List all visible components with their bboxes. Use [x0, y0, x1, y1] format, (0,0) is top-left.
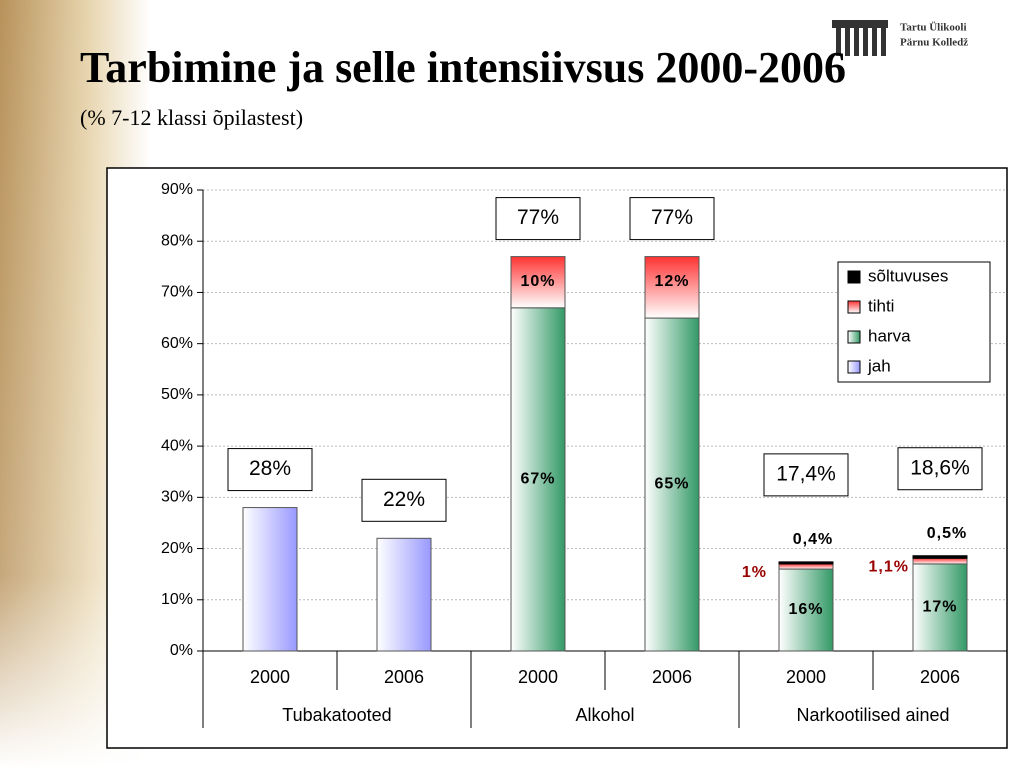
- logo-line1: Tartu Ülikooli: [900, 21, 967, 34]
- total-label: 77%: [517, 206, 559, 229]
- value-label: 65%: [654, 476, 689, 493]
- x-tick-label: 2000: [786, 667, 826, 687]
- total-box: [897, 447, 983, 491]
- y-tick-label: 10%: [161, 591, 193, 608]
- bar-segment: [912, 557, 968, 565]
- logo-line2: Pärnu Kolledž: [900, 37, 968, 49]
- bar-segment: [644, 317, 700, 652]
- group-label: Narkootilised ained: [796, 705, 949, 725]
- legend-label: harva: [868, 326, 911, 345]
- value-label: 10%: [520, 273, 555, 290]
- bar-segment: [644, 256, 700, 319]
- value-label: 17%: [922, 599, 957, 616]
- legend-swatch: [847, 360, 861, 374]
- y-tick-label: 40%: [161, 437, 193, 454]
- legend-swatch: [847, 300, 861, 314]
- bar-segment: [778, 568, 834, 652]
- bar-segment: [376, 537, 432, 652]
- y-tick-label: 60%: [161, 335, 193, 352]
- chart-title: Tarbimine ja selle intensiivsus 2000-200…: [80, 43, 846, 92]
- bar-segment: [778, 561, 834, 565]
- total-box: [361, 478, 447, 522]
- legend-label: jah: [867, 356, 891, 375]
- x-tick-label: 2006: [920, 667, 960, 687]
- total-box: [495, 197, 581, 241]
- value-label: 16%: [788, 601, 823, 618]
- y-tick-label: 70%: [161, 284, 193, 301]
- bar-segment: [510, 307, 566, 652]
- total-label: 77%: [651, 206, 693, 229]
- bar-segment: [242, 507, 298, 652]
- y-tick-label: 0%: [170, 642, 193, 659]
- chart-subtitle: (% 7-12 klassi õpilastest): [80, 105, 303, 130]
- bar-segment: [912, 555, 968, 559]
- total-label: 22%: [383, 488, 425, 511]
- value-label: 12%: [654, 273, 689, 290]
- group-label: Tubakatooted: [282, 705, 391, 725]
- total-label: 28%: [249, 457, 291, 480]
- logo-mark: [832, 20, 888, 56]
- y-tick-label: 80%: [161, 232, 193, 249]
- value-label: 1,1%: [869, 559, 909, 576]
- y-tick-label: 20%: [161, 540, 193, 557]
- value-label: 67%: [520, 471, 555, 488]
- value-label: 0,5%: [927, 525, 967, 542]
- total-label: 17,4%: [776, 462, 836, 485]
- total-box: [629, 197, 715, 241]
- legend-swatch: [847, 270, 861, 284]
- group-label: Alkohol: [575, 705, 634, 725]
- legend-label: tihti: [868, 296, 894, 315]
- bar-segment: [778, 563, 834, 570]
- total-box: [763, 453, 849, 497]
- legend-label: sõltuvuses: [868, 266, 948, 285]
- x-tick-label: 2006: [384, 667, 424, 687]
- x-tick-label: 2000: [250, 667, 290, 687]
- y-tick-label: 30%: [161, 489, 193, 506]
- total-box: [227, 448, 313, 492]
- bar-segment: [912, 563, 968, 652]
- total-label: 18,6%: [910, 456, 970, 479]
- y-tick-label: 50%: [161, 386, 193, 403]
- x-tick-label: 2000: [518, 667, 558, 687]
- y-tick-label: 90%: [161, 181, 193, 198]
- value-label: 0,4%: [793, 531, 833, 548]
- legend-swatch: [847, 330, 861, 344]
- legend-box: [837, 261, 991, 383]
- x-tick-label: 2006: [652, 667, 692, 687]
- value-label: 1%: [742, 564, 767, 581]
- bar-segment: [510, 256, 566, 309]
